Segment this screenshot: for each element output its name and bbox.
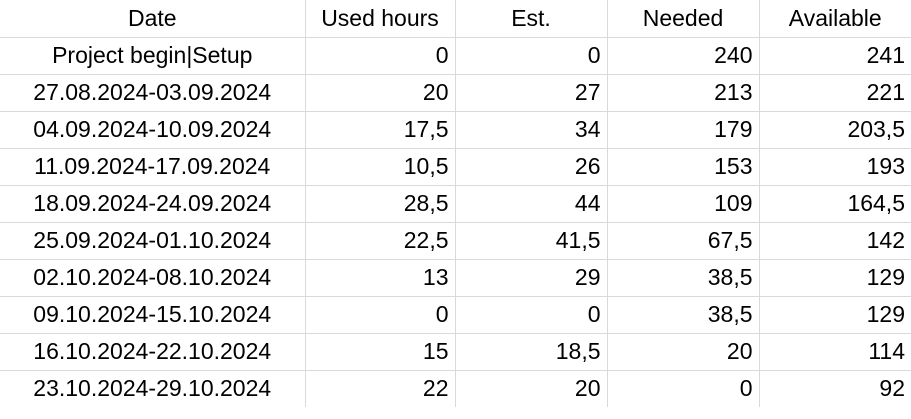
cell-used-hours[interactable]: 22: [305, 370, 456, 407]
cell-used-hours[interactable]: 17,5: [305, 111, 456, 149]
header-needed[interactable]: Needed: [607, 0, 760, 38]
cell-available[interactable]: 129: [759, 296, 911, 334]
cell-needed[interactable]: 0: [607, 370, 760, 407]
cell-needed[interactable]: 179: [607, 111, 760, 149]
cell-est[interactable]: 34: [455, 111, 608, 149]
cell-est[interactable]: 20: [455, 370, 608, 407]
table-row: 09.10.2024-15.10.2024 0 0 38,5 129: [0, 296, 911, 334]
header-row: Date Used hours Est. Needed Available: [0, 0, 911, 38]
cell-available[interactable]: 129: [759, 259, 911, 297]
header-est[interactable]: Est.: [455, 0, 608, 38]
header-available[interactable]: Available: [759, 0, 911, 38]
table-row: 11.09.2024-17.09.2024 10,5 26 153 193: [0, 148, 911, 186]
cell-needed[interactable]: 38,5: [607, 296, 760, 334]
table-row: 04.09.2024-10.09.2024 17,5 34 179 203,5: [0, 111, 911, 149]
cell-available[interactable]: 92: [879, 375, 905, 402]
cell-needed[interactable]: 213: [607, 74, 760, 112]
header-date[interactable]: Date: [0, 0, 306, 38]
table-row: 02.10.2024-08.10.2024 13 29 38,5 129: [0, 259, 911, 297]
cell-used-hours[interactable]: 0: [305, 37, 456, 75]
cell-available[interactable]: 142: [759, 222, 911, 260]
cell-available[interactable]: 241: [759, 37, 911, 75]
cell-est[interactable]: 18,5: [455, 333, 608, 371]
table-row: 25.09.2024-01.10.2024 22,5 41,5 67,5 142: [0, 222, 911, 260]
cell-available[interactable]: 203,5: [759, 111, 911, 149]
cell-used-hours[interactable]: 10,5: [305, 148, 456, 186]
cell-date[interactable]: 18.09.2024-24.09.2024: [0, 185, 306, 223]
cell-available[interactable]: 164,5: [759, 185, 911, 223]
hours-table: Date Used hours Est. Needed Available Pr…: [0, 0, 911, 407]
table-row: 23.10.2024-29.10.2024 22 20 0 92: [0, 370, 911, 407]
cell-used-hours[interactable]: 28,5: [305, 185, 456, 223]
table-row: 16.10.2024-22.10.2024 15 18,5 20 114: [0, 333, 911, 371]
cell-date[interactable]: 27.08.2024-03.09.2024: [0, 74, 306, 112]
cell-needed[interactable]: 153: [607, 148, 760, 186]
cell-est[interactable]: 26: [455, 148, 608, 186]
cell-needed[interactable]: 109: [607, 185, 760, 223]
cell-date[interactable]: 16.10.2024-22.10.2024: [0, 333, 306, 371]
cell-available[interactable]: 193: [759, 148, 911, 186]
cell-used-hours[interactable]: 15: [305, 333, 456, 371]
cell-date[interactable]: 04.09.2024-10.09.2024: [0, 111, 306, 149]
cell-est[interactable]: 29: [455, 259, 608, 297]
cell-est[interactable]: 0: [455, 296, 608, 334]
table-row: 27.08.2024-03.09.2024 20 27 213 221: [0, 74, 911, 112]
cell-needed[interactable]: 38,5: [607, 259, 760, 297]
cell-used-hours[interactable]: 20: [305, 74, 456, 112]
cell-needed[interactable]: 67,5: [607, 222, 760, 260]
header-used-hours[interactable]: Used hours: [305, 0, 456, 38]
cell-date[interactable]: 02.10.2024-08.10.2024: [0, 259, 306, 297]
cell-date[interactable]: 25.09.2024-01.10.2024: [0, 222, 306, 260]
cell-est[interactable]: 44: [455, 185, 608, 223]
cell-date[interactable]: 23.10.2024-29.10.2024: [0, 370, 306, 407]
cell-needed[interactable]: 20: [607, 333, 760, 371]
cell-est[interactable]: 27: [455, 74, 608, 112]
cell-available[interactable]: 114: [759, 333, 911, 371]
cell-used-hours[interactable]: 13: [305, 259, 456, 297]
cell-used-hours[interactable]: 0: [305, 296, 456, 334]
cell-used-hours[interactable]: 22,5: [305, 222, 456, 260]
cell-date[interactable]: Project begin|Setup: [0, 37, 306, 75]
cell-needed[interactable]: 240: [607, 37, 760, 75]
cell-est[interactable]: 41,5: [455, 222, 608, 260]
cell-date[interactable]: 11.09.2024-17.09.2024: [0, 148, 306, 186]
cell-available[interactable]: 221: [759, 74, 911, 112]
cell-est[interactable]: 0: [455, 37, 608, 75]
cell-date[interactable]: 09.10.2024-15.10.2024: [0, 296, 306, 334]
table-row: 18.09.2024-24.09.2024 28,5 44 109 164,5: [0, 185, 911, 223]
table-row: Project begin|Setup 0 0 240 241: [0, 37, 911, 75]
